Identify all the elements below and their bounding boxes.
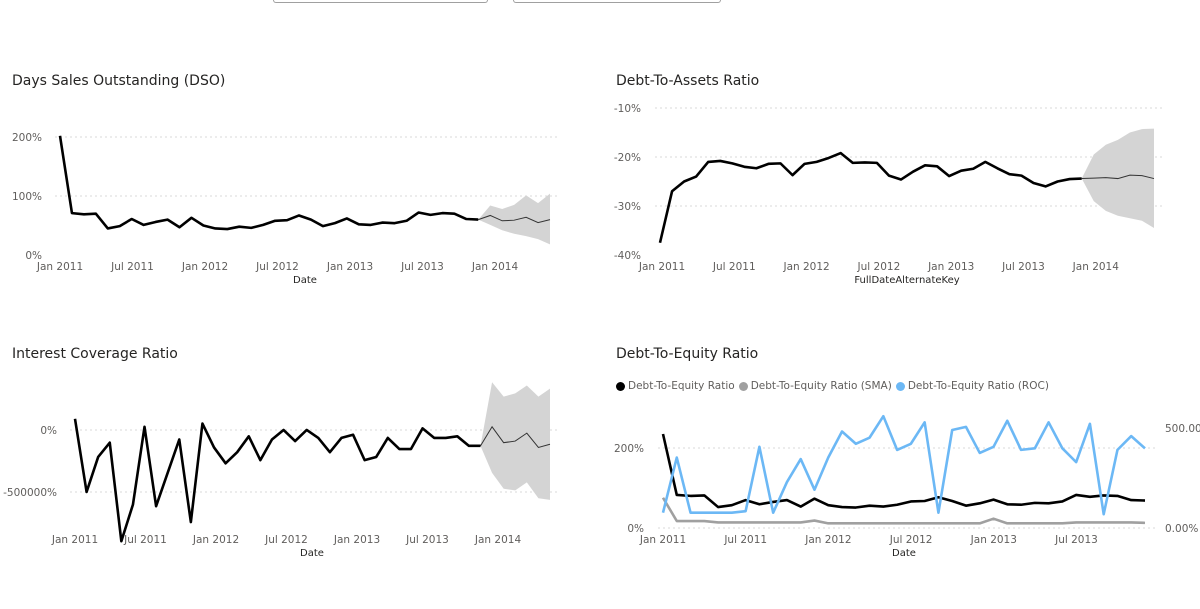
- icr-plot: -500000% 0% Jan 2011 Jul 2011 Jan 2012 Jul 20…: [3, 382, 560, 559]
- y-tick-label: -10%: [614, 103, 641, 115]
- y-tick-label: 0%: [627, 523, 644, 535]
- legend-label: Debt-To-Equity Ratio (ROC): [907, 380, 1049, 392]
- x-axis-label: Date: [300, 548, 324, 559]
- slicer-tab-right[interactable]: [513, 0, 721, 3]
- series-line: [658, 151, 1082, 244]
- x-tick-label: Jan 2013: [333, 534, 380, 546]
- chart-title: Days Sales Outstanding (DSO): [12, 73, 226, 89]
- y-tick-label: 0%: [25, 250, 42, 262]
- x-tick-label: Jan 2012: [782, 261, 829, 273]
- x-tick-label: Jan 2014: [474, 534, 522, 546]
- legend-label: Debt-To-Equity Ratio: [628, 380, 735, 392]
- x-tick-label: Jul 2012: [889, 534, 933, 546]
- forecast-line: [478, 214, 551, 224]
- x-tick-label: Jul 2012: [255, 261, 299, 273]
- y-tick-label: -30%: [614, 201, 641, 213]
- dta-plot: -40% -30% -20% -10% Jan 2011 Jul 2011 Jan 2012…: [614, 103, 1164, 286]
- x-tick-label: Jan 2014: [1072, 261, 1120, 273]
- forecast-line: [1081, 174, 1155, 180]
- chart-title: Debt-To-Equity Ratio: [616, 346, 759, 362]
- x-tick-label: Jan 2013: [326, 261, 373, 273]
- x-axis-label: Date: [892, 548, 916, 559]
- x-tick-label: Jul 2011: [723, 534, 767, 546]
- x-tick-label: Jan 2011: [36, 261, 83, 273]
- dte-plot: 0% 200% 0.00% 500.00% Jan 2011 Jul 2011 Jan 20…: [614, 414, 1200, 559]
- x-axis-label: Date: [293, 275, 317, 286]
- x-tick-label: Jan 2012: [181, 261, 228, 273]
- y-tick-label: -500000%: [3, 487, 57, 499]
- x-tick-label: Jan 2013: [927, 261, 974, 273]
- x-tick-label: Jul 2013: [400, 261, 444, 273]
- x-tick-label: Jul 2013: [1054, 534, 1098, 546]
- chart-title: Debt-To-Assets Ratio: [616, 73, 760, 89]
- forecast-line: [480, 425, 551, 449]
- series-line: [73, 418, 481, 543]
- forecast-band: [478, 193, 550, 245]
- slicer-tab-left[interactable]: [273, 0, 488, 3]
- legend-marker-icon: [895, 381, 905, 391]
- x-tick-label: Jan 2011: [51, 534, 98, 546]
- x-tick-label: Jan 2011: [639, 534, 686, 546]
- y-tick-label: 200%: [12, 132, 42, 144]
- chart-title: Interest Coverage Ratio: [12, 346, 178, 362]
- x-tick-label: Jan 2014: [471, 261, 519, 273]
- x-tick-label: Jan 2013: [970, 534, 1017, 546]
- y-tick-label: -40%: [614, 250, 641, 262]
- legend-item[interactable]: Debt-To-Equity Ratio (SMA): [738, 380, 892, 392]
- legend-marker-icon: [738, 381, 748, 391]
- y-tick-label: 200%: [614, 443, 644, 455]
- series-line: [661, 497, 1146, 525]
- series-line: [661, 414, 1146, 516]
- x-tick-label: Jan 2011: [638, 261, 685, 273]
- x-tick-label: Jul 2012: [857, 261, 901, 273]
- x-tick-label: Jul 2011: [110, 261, 154, 273]
- legend-marker-icon: [616, 381, 625, 391]
- x-tick-label: Jul 2013: [1001, 261, 1045, 273]
- series-line: [661, 433, 1146, 509]
- x-tick-label: Jul 2011: [123, 534, 167, 546]
- series-line: [58, 135, 479, 231]
- legend-item[interactable]: Debt-To-Equity Ratio: [616, 380, 735, 392]
- y-tick-label: 0%: [40, 425, 57, 437]
- legend-item[interactable]: Debt-To-Equity Ratio (ROC): [895, 380, 1049, 392]
- x-tick-label: Jul 2013: [405, 534, 449, 546]
- dso-plot: 0% 100% 200% Jan 2011 Jul 2011 Jan 2012 Jul 20…: [12, 132, 560, 286]
- y2-tick-label: 0.00%: [1165, 523, 1198, 535]
- chart-legend: Debt-To-Equity Ratio Debt-To-Equity Rati…: [616, 380, 1053, 392]
- x-tick-label: Jul 2012: [264, 534, 308, 546]
- y2-tick-label: 500.00%: [1165, 423, 1200, 435]
- y-tick-label: 100%: [12, 191, 42, 203]
- legend-label: Debt-To-Equity Ratio (SMA): [750, 380, 892, 392]
- x-tick-label: Jul 2011: [712, 261, 756, 273]
- y-tick-label: -20%: [614, 152, 641, 164]
- x-axis-label: FullDateAlternateKey: [854, 275, 959, 286]
- x-tick-label: Jan 2012: [804, 534, 851, 546]
- x-tick-label: Jan 2012: [192, 534, 239, 546]
